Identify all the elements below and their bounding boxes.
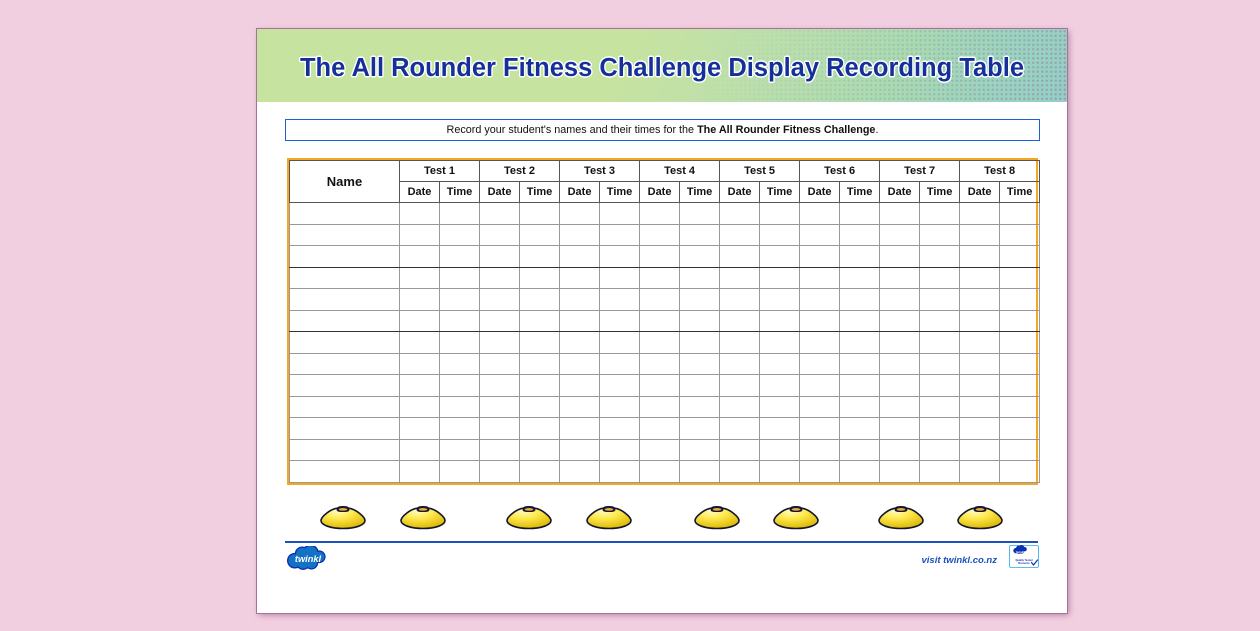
svg-text:Resource: Resource [1018, 562, 1030, 565]
svg-text:twinkl: twinkl [295, 554, 322, 564]
svg-text:twinkl: twinkl [1016, 550, 1025, 554]
